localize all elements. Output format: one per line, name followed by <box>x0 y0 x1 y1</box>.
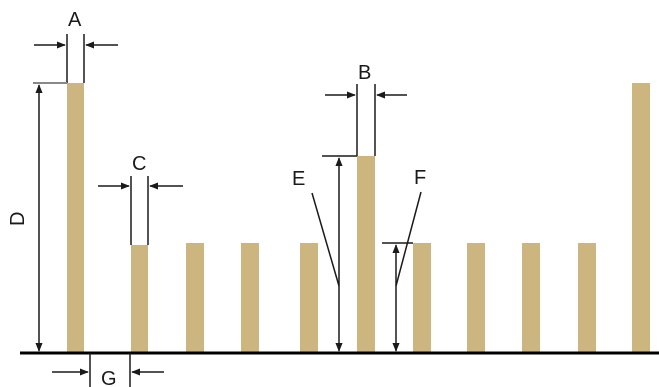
label-a: A <box>68 9 82 31</box>
bar-short-4 <box>300 243 318 353</box>
bar-short-1 <box>131 245 148 353</box>
bars <box>67 83 650 353</box>
bar-tall-right <box>632 83 650 353</box>
label-g: G <box>101 368 117 387</box>
dimension-e <box>311 155 357 352</box>
bar-short-2 <box>186 243 204 353</box>
dimension-a <box>34 34 118 83</box>
dimension-f <box>382 191 422 352</box>
bar-short-8 <box>578 243 596 353</box>
label-d: D <box>7 212 29 226</box>
bar-short-3 <box>241 243 259 353</box>
label-c: C <box>132 153 146 175</box>
bar-medium <box>357 156 375 353</box>
label-b: B <box>358 62 371 84</box>
bar-tall-left <box>67 83 84 353</box>
dimension-d <box>33 82 67 352</box>
dimension-c <box>98 176 183 245</box>
dimension-g <box>52 353 164 387</box>
bar-short-7 <box>522 243 540 353</box>
label-e: E <box>292 168 305 190</box>
bar-short-5 <box>413 243 431 353</box>
dimension-b <box>325 84 407 156</box>
label-f: F <box>414 167 426 189</box>
bar-short-6 <box>467 243 485 353</box>
